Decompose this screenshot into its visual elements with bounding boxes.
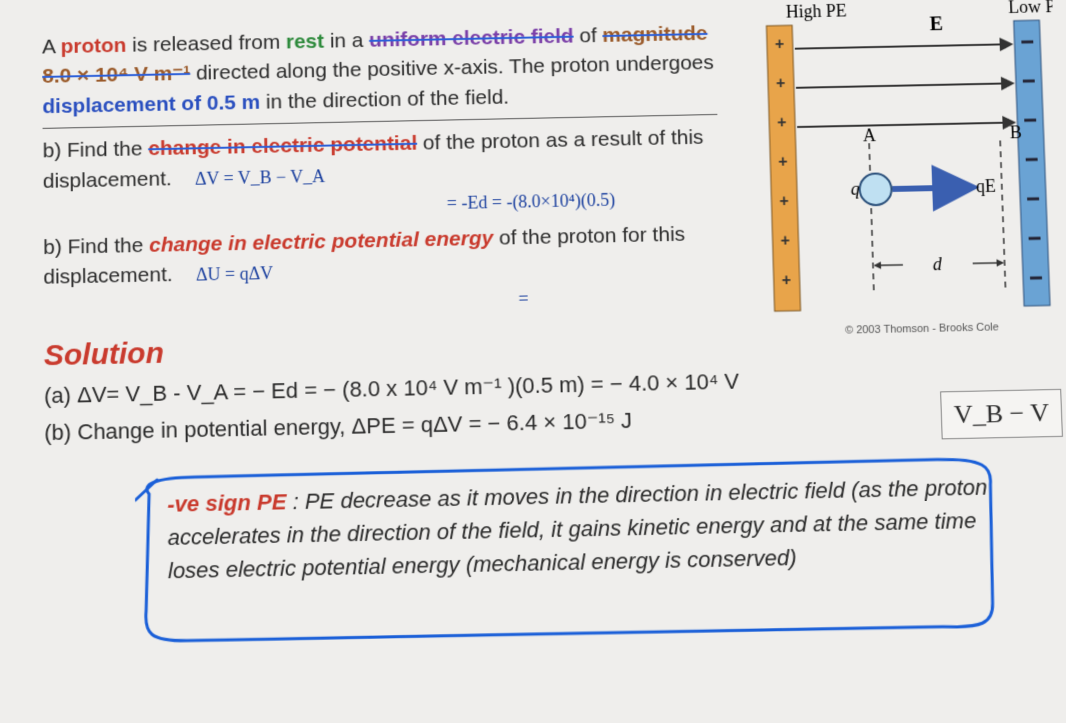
- text: directed along the positive x-axis. The …: [196, 52, 714, 85]
- side-formula: V_B − V: [940, 389, 1063, 439]
- label-e: E: [929, 13, 943, 35]
- note-box: -ve sign PE : PE decrease as it moves in…: [145, 460, 1016, 602]
- term-displacement: displacement of 0.5 m: [42, 91, 260, 118]
- svg-text:+: +: [776, 75, 786, 92]
- text: in the direction of the field.: [266, 86, 509, 114]
- text: in a: [330, 29, 370, 52]
- label-b: B: [1009, 122, 1022, 142]
- svg-text:+: +: [781, 272, 791, 289]
- qe-arrow: [892, 187, 970, 189]
- copyright: © 2003 Thomson - Brooks Cole: [845, 321, 999, 336]
- label-high-pe: High PE: [786, 1, 847, 22]
- label-q: q: [850, 179, 860, 199]
- handwriting-du: ΔU = qΔV: [196, 263, 273, 284]
- svg-text:+: +: [778, 154, 788, 171]
- term-change-pe: change in electric potential energy: [149, 227, 493, 257]
- svg-text:+: +: [780, 232, 790, 249]
- label-d: d: [932, 254, 942, 274]
- label-qe: qE: [976, 176, 997, 196]
- text: b) Find the: [43, 138, 149, 163]
- term-rest: rest: [286, 30, 324, 53]
- handwriting-ed: = -Ed = -(8.0×10⁴)(0.5): [447, 190, 616, 213]
- label-low-pe: Low PE: [1008, 0, 1066, 17]
- right-plate: [1014, 20, 1050, 306]
- field-lines: [795, 44, 1014, 127]
- term-uniform-field: uniform electric field: [369, 25, 574, 52]
- text: b) Find the: [43, 234, 149, 259]
- note-body: : PE decrease as it moves in the directi…: [167, 474, 987, 583]
- handwriting-dv: ΔV = V_B − V_A: [195, 166, 325, 188]
- note-lead: -ve sign PE: [167, 489, 286, 517]
- svg-text:+: +: [777, 114, 787, 131]
- handwriting-eq: =: [518, 288, 529, 308]
- charge-circle: [859, 173, 892, 205]
- svg-text:+: +: [779, 193, 789, 210]
- label-a: A: [863, 125, 877, 145]
- svg-text:+: +: [775, 36, 785, 53]
- term-change-potential: change in electric potential: [148, 132, 417, 160]
- solution-body: (a) ΔV= V_B - V_A = − Ed = − (8.0 x 10⁴ …: [44, 356, 1041, 451]
- text: A: [42, 36, 61, 59]
- term-proton: proton: [61, 34, 127, 58]
- text: of: [579, 24, 603, 47]
- problem-statement: A proton is released from rest in a unif…: [42, 19, 733, 323]
- field-diagram: High PE Low PE E + + + + + + +: [716, 0, 1065, 336]
- text: is released from: [132, 31, 286, 57]
